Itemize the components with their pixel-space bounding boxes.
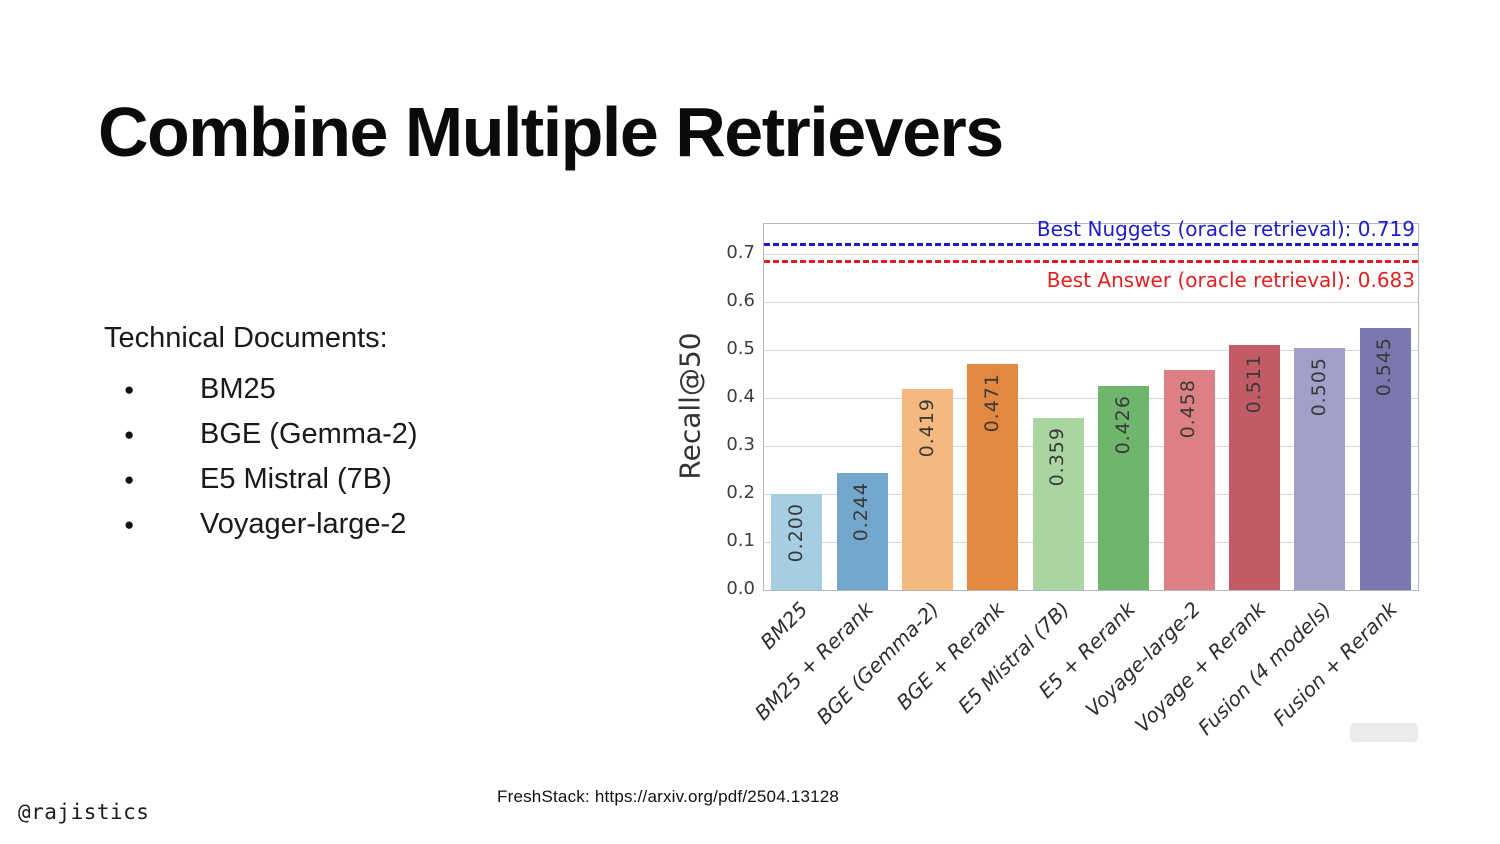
bar-fusion-4-models-	[1294, 347, 1346, 590]
bar-value-label: 0.471	[980, 372, 1003, 433]
gridline	[764, 446, 1418, 447]
x-tick-label: Voyage-large-2	[1080, 597, 1206, 722]
x-tick-label: BGE + Rerank	[891, 597, 1009, 715]
bar-value-label: 0.200	[784, 503, 807, 563]
y-tick-label: 0.7	[726, 242, 755, 263]
y-tick-label: 0.6	[726, 290, 755, 311]
gridline	[764, 350, 1418, 351]
bullet-icon: ●	[124, 424, 135, 444]
y-axis-title: Recall@50	[673, 332, 707, 480]
bar-e5-rerank	[1098, 385, 1150, 590]
bar-fusion-rerank	[1359, 328, 1411, 590]
bar-bm25	[771, 494, 823, 590]
bar-bge-gemma-2-	[902, 388, 953, 590]
list-item: ● BM25	[104, 367, 418, 412]
bar-bm25-rerank	[836, 472, 888, 590]
gridline	[764, 302, 1418, 303]
bar-value-label: 0.359	[1046, 426, 1069, 487]
list-item-label: Voyager-large-2	[200, 508, 407, 540]
watermark-handle: @rajistics	[18, 800, 150, 824]
bar-value-label: 0.244	[850, 481, 873, 542]
bar-value-label: 0.458	[1177, 379, 1200, 439]
bullet-icon: ●	[124, 469, 135, 489]
list-item-label: E5 Mistral (7B)	[200, 463, 392, 495]
bar-e5-mistral-7b-	[1032, 417, 1084, 590]
bar-value-label: 0.426	[1111, 394, 1134, 454]
x-tick-label: Voyage + Rerank	[1130, 597, 1271, 738]
x-tick-label: BM25 + Rerank	[750, 597, 879, 725]
bar-value-label: 0.419	[915, 397, 938, 458]
list-item: ● BGE (Gemma-2)	[104, 412, 418, 457]
y-tick-label: 0.1	[726, 530, 755, 551]
y-tick-label: 0.0	[726, 578, 755, 599]
x-tick-label: BM25	[755, 597, 813, 654]
list-item-label: BM25	[200, 373, 276, 405]
x-tick-label: Fusion (4 models)	[1193, 597, 1336, 740]
x-axis-ticks: BM25 BM25 + Rerank BGE (Gemma-2) BGE + Rera…	[750, 597, 1417, 757]
x-tick-label: BGE (Gemma-2)	[811, 597, 944, 730]
annotation-line	[764, 260, 1418, 264]
list-item: ● E5 Mistral (7B)	[104, 457, 418, 502]
list-item-label: BGE (Gemma-2)	[200, 418, 418, 450]
bar-voyage-large-2	[1163, 370, 1215, 590]
plot-area: 0.200 0.244 0.419 0.471 0.359 0.426 0.458 0.511…	[763, 217, 1419, 591]
x-tick-label: Fusion + Rerank	[1267, 597, 1402, 731]
bar-value-label: 0.505	[1307, 356, 1330, 416]
gridline	[764, 542, 1418, 543]
y-tick-label: 0.5	[726, 338, 755, 359]
list-heading: Technical Documents:	[104, 322, 388, 354]
slide-title: Combine Multiple Retrievers	[98, 93, 1004, 171]
annotation-line	[764, 242, 1418, 246]
bar-value-label: 0.545	[1373, 337, 1396, 397]
list-item: ● Voyager-large-2	[104, 502, 418, 547]
x-tick-label: E5 Mistral (7B)	[953, 597, 1075, 719]
y-tick-label: 0.3	[726, 434, 755, 455]
x-tick-label: E5 + Rerank	[1033, 597, 1140, 703]
footer-citation: FreshStack: https://arxiv.org/pdf/2504.1…	[497, 787, 840, 806]
bullet-icon: ●	[124, 379, 135, 399]
annotation-label: Best Answer (oracle retrieval): 0.683	[1046, 268, 1415, 293]
y-tick-label: 0.4	[726, 386, 755, 407]
bullet-items: ● BM25 ● BGE (Gemma-2) ● E5 Mistral (7B) ● Voya…	[104, 367, 418, 547]
watermark-blob	[1350, 723, 1418, 742]
bullet-icon: ●	[124, 514, 135, 534]
bar-bge-rerank	[967, 363, 1019, 590]
bullet-list: Technical Documents: ● BM25 ● BGE (Gemma-2)…	[104, 322, 418, 547]
bar-value-label: 0.511	[1242, 353, 1265, 414]
annotation-label: Best Nuggets (oracle retrieval): 0.719	[1036, 216, 1415, 241]
y-tick-label: 0.2	[726, 482, 755, 503]
gridline	[764, 254, 1418, 255]
bar-voyage-rerank	[1229, 344, 1280, 590]
gridline	[764, 494, 1418, 495]
gridline	[764, 398, 1418, 399]
